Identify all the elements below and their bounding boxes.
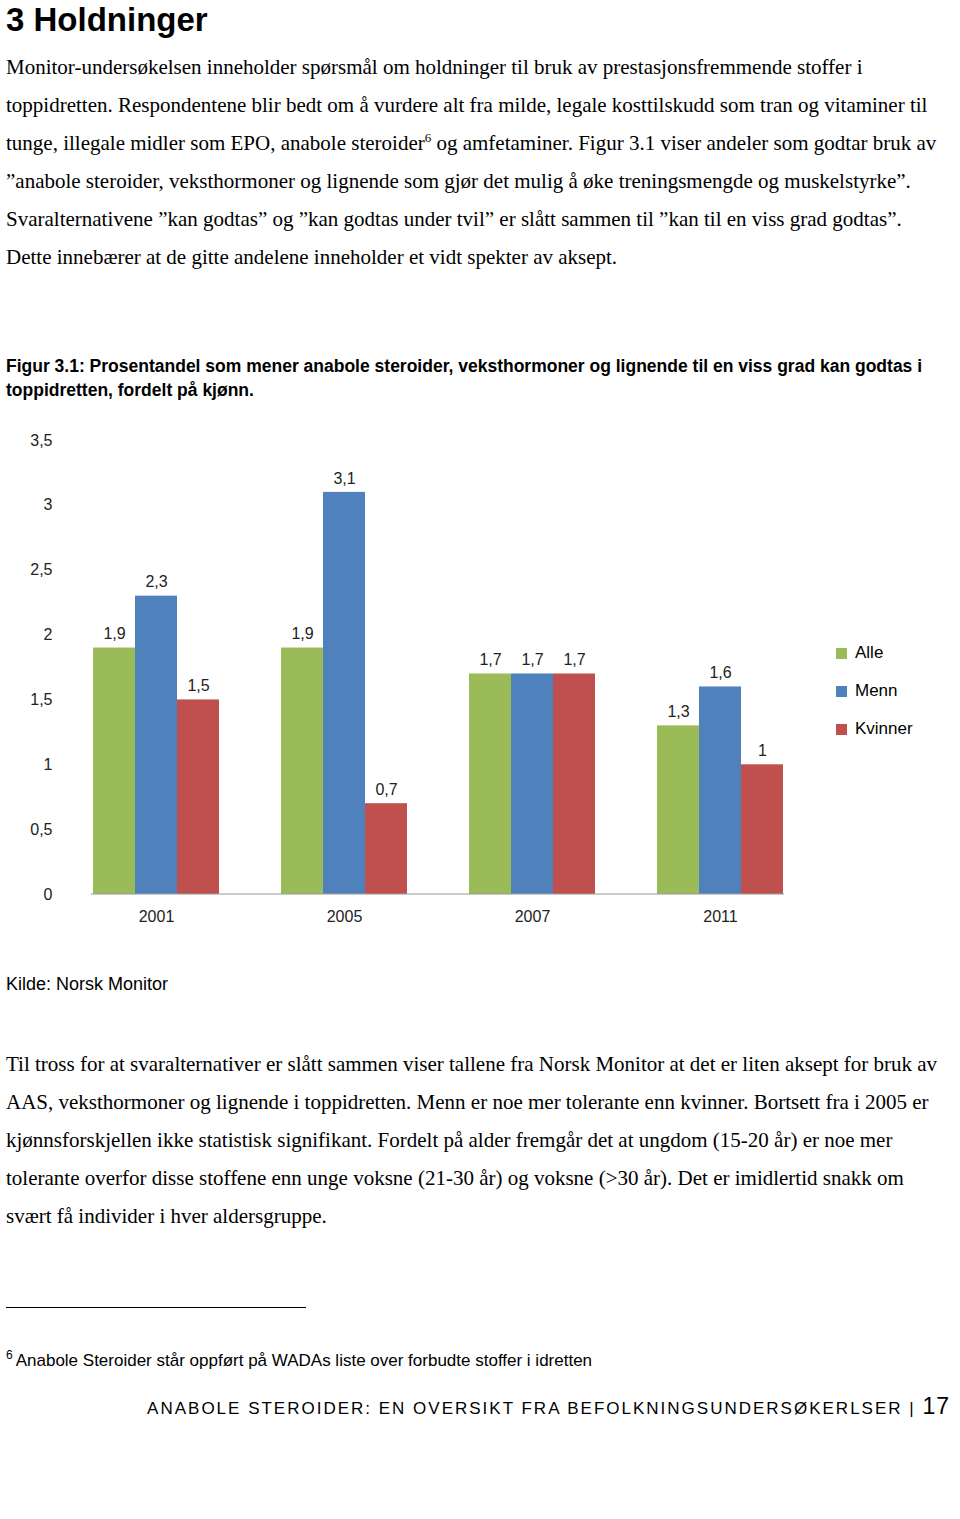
html-text:Alle: Alle <box>855 643 884 662</box>
svg-text:1,3: 1,3 <box>667 703 689 720</box>
html-text:Menn: Menn <box>855 681 898 700</box>
svg-text:3,5: 3,5 <box>30 432 52 449</box>
svg-text:0,5: 0,5 <box>30 821 52 838</box>
svg-text:2: 2 <box>44 626 53 643</box>
svg-text:1: 1 <box>758 742 767 759</box>
html-text:3 Holdninger: 3 Holdninger <box>6 1 208 38</box>
svg-text:2,3: 2,3 <box>145 573 167 590</box>
html-text:Kilde: Norsk Monitor: Kilde: Norsk Monitor <box>6 974 169 994</box>
svg-text:1,5: 1,5 <box>30 691 52 708</box>
html-text:6Anabole Steroider står oppfør: 6Anabole Steroider står oppført på WADAs… <box>6 1348 593 1370</box>
svg-text:0,7: 0,7 <box>375 781 397 798</box>
html-text:Figur 3.1: Prosentandel som me: Figur 3.1: Prosentandel som mener anabol… <box>6 356 923 400</box>
svg-text:1: 1 <box>44 756 53 773</box>
html-text:Til tross for at svaralternati: Til tross for at svaralternativer er slå… <box>6 1052 938 1228</box>
svg-text:1,7: 1,7 <box>521 651 543 668</box>
svg-text:2001: 2001 <box>139 908 175 925</box>
svg-text:3: 3 <box>44 496 53 513</box>
html-text:Kvinner: Kvinner <box>855 719 913 738</box>
html-text:ANABOLE STEROIDER: EN OVERSIKT: ANABOLE STEROIDER: EN OVERSIKT FRA BEFOL… <box>147 1392 950 1419</box>
svg-text:1,9: 1,9 <box>103 625 125 642</box>
svg-text:1,5: 1,5 <box>187 677 209 694</box>
svg-text:3,1: 3,1 <box>333 470 355 487</box>
svg-text:1,6: 1,6 <box>709 664 731 681</box>
svg-text:2007: 2007 <box>515 908 551 925</box>
svg-text:2011: 2011 <box>703 908 738 925</box>
svg-text:1,9: 1,9 <box>291 625 313 642</box>
svg-text:2005: 2005 <box>327 908 363 925</box>
svg-text:1,7: 1,7 <box>479 651 501 668</box>
svg-text:0: 0 <box>44 886 53 903</box>
svg-text:2,5: 2,5 <box>30 561 52 578</box>
svg-text:1,7: 1,7 <box>563 651 585 668</box>
html-text:Monitor-undersøkelsen innehold: Monitor-undersøkelsen inneholder spørsmå… <box>6 55 937 269</box>
